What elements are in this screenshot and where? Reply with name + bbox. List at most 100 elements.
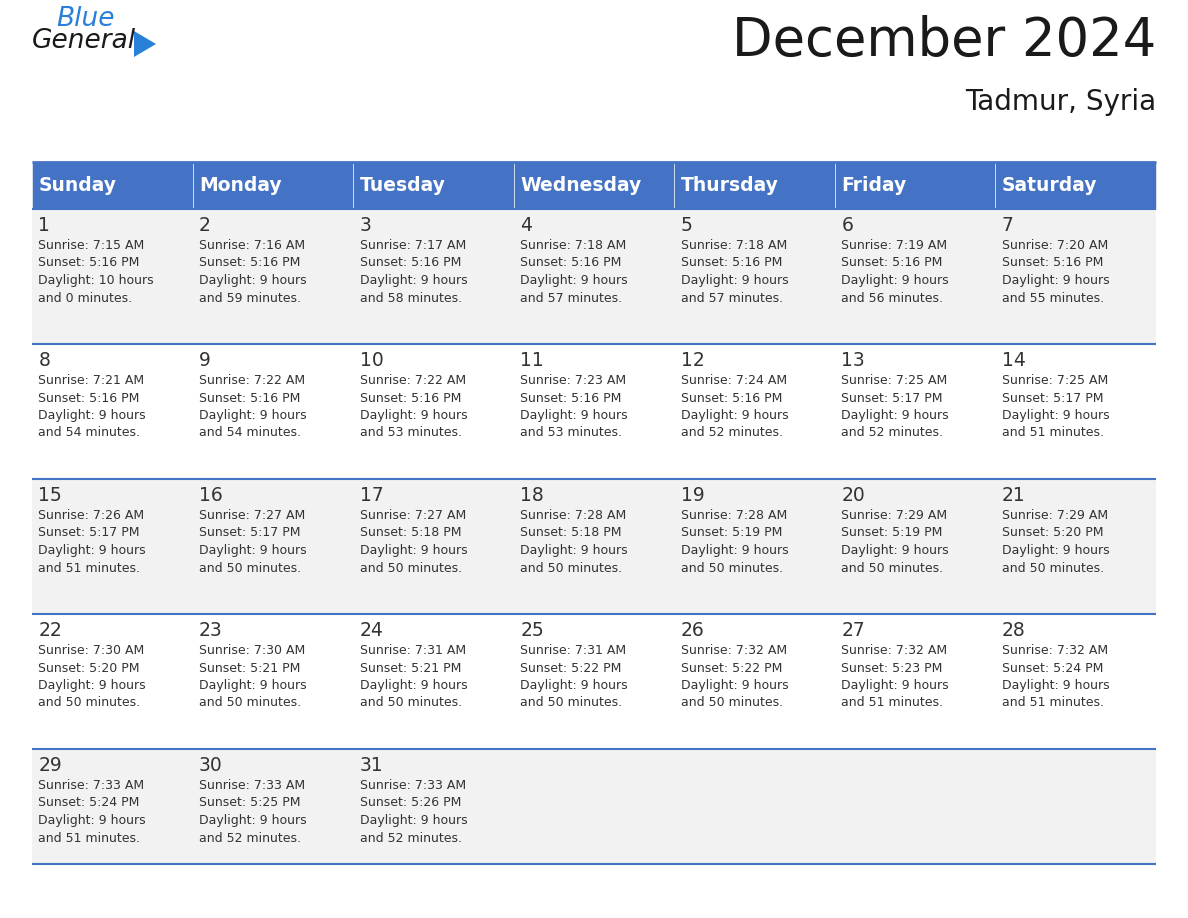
Bar xyxy=(513,479,675,614)
Text: Daylight: 9 hours: Daylight: 9 hours xyxy=(200,679,307,692)
Text: Sunset: 5:17 PM: Sunset: 5:17 PM xyxy=(38,527,140,540)
Text: Sunset: 5:18 PM: Sunset: 5:18 PM xyxy=(520,527,621,540)
Bar xyxy=(192,614,353,749)
Text: Sunrise: 7:30 AM: Sunrise: 7:30 AM xyxy=(38,644,145,657)
Text: Sunrise: 7:22 AM: Sunrise: 7:22 AM xyxy=(200,374,305,387)
Text: Sunrise: 7:18 AM: Sunrise: 7:18 AM xyxy=(681,239,786,252)
Bar xyxy=(192,749,353,864)
Text: Sunrise: 7:25 AM: Sunrise: 7:25 AM xyxy=(1001,374,1108,387)
Text: Sunset: 5:19 PM: Sunset: 5:19 PM xyxy=(681,527,782,540)
Text: and 50 minutes.: and 50 minutes. xyxy=(841,562,943,575)
Text: Sunset: 5:23 PM: Sunset: 5:23 PM xyxy=(841,662,942,675)
Text: and 51 minutes.: and 51 minutes. xyxy=(1001,427,1104,440)
Text: Daylight: 9 hours: Daylight: 9 hours xyxy=(841,544,949,557)
Bar xyxy=(513,162,675,209)
Text: Daylight: 9 hours: Daylight: 9 hours xyxy=(1001,409,1110,422)
Text: Daylight: 9 hours: Daylight: 9 hours xyxy=(200,544,307,557)
Bar xyxy=(32,344,192,479)
Polygon shape xyxy=(134,31,156,57)
Text: Sunrise: 7:22 AM: Sunrise: 7:22 AM xyxy=(360,374,466,387)
Text: Sunrise: 7:26 AM: Sunrise: 7:26 AM xyxy=(38,509,145,522)
Bar xyxy=(353,162,513,209)
Text: Daylight: 9 hours: Daylight: 9 hours xyxy=(38,679,146,692)
Text: and 54 minutes.: and 54 minutes. xyxy=(200,427,301,440)
Text: Daylight: 9 hours: Daylight: 9 hours xyxy=(360,544,467,557)
Bar xyxy=(353,749,513,864)
Text: Sunset: 5:16 PM: Sunset: 5:16 PM xyxy=(38,256,140,270)
Text: 6: 6 xyxy=(841,216,853,235)
Bar xyxy=(32,614,192,749)
Text: 12: 12 xyxy=(681,351,704,370)
Text: and 50 minutes.: and 50 minutes. xyxy=(1001,562,1104,575)
Text: 9: 9 xyxy=(200,351,210,370)
Text: Sunrise: 7:32 AM: Sunrise: 7:32 AM xyxy=(841,644,947,657)
Text: 22: 22 xyxy=(38,621,62,640)
Text: 14: 14 xyxy=(1001,351,1025,370)
Text: and 50 minutes.: and 50 minutes. xyxy=(520,697,623,710)
Text: and 50 minutes.: and 50 minutes. xyxy=(38,697,140,710)
Text: 29: 29 xyxy=(38,756,62,775)
Bar xyxy=(675,614,835,749)
Bar xyxy=(675,749,835,864)
Text: Sunrise: 7:17 AM: Sunrise: 7:17 AM xyxy=(360,239,466,252)
Bar xyxy=(192,479,353,614)
Text: Sunset: 5:16 PM: Sunset: 5:16 PM xyxy=(520,256,621,270)
Text: Daylight: 9 hours: Daylight: 9 hours xyxy=(681,274,789,287)
Bar xyxy=(513,344,675,479)
Text: and 54 minutes.: and 54 minutes. xyxy=(38,427,140,440)
Text: Daylight: 9 hours: Daylight: 9 hours xyxy=(841,274,949,287)
Text: Sunrise: 7:19 AM: Sunrise: 7:19 AM xyxy=(841,239,947,252)
Text: Sunrise: 7:31 AM: Sunrise: 7:31 AM xyxy=(520,644,626,657)
Text: 10: 10 xyxy=(360,351,384,370)
Text: Sunset: 5:21 PM: Sunset: 5:21 PM xyxy=(200,662,301,675)
Text: 18: 18 xyxy=(520,486,544,505)
Text: Sunset: 5:22 PM: Sunset: 5:22 PM xyxy=(520,662,621,675)
Text: Sunset: 5:17 PM: Sunset: 5:17 PM xyxy=(200,527,301,540)
Text: Tadmur, Syria: Tadmur, Syria xyxy=(965,88,1156,116)
Text: Sunset: 5:24 PM: Sunset: 5:24 PM xyxy=(38,797,140,810)
Text: Daylight: 9 hours: Daylight: 9 hours xyxy=(520,679,627,692)
Text: Sunrise: 7:33 AM: Sunrise: 7:33 AM xyxy=(38,779,145,792)
Text: Sunrise: 7:16 AM: Sunrise: 7:16 AM xyxy=(200,239,305,252)
Bar xyxy=(996,749,1156,864)
Text: Sunrise: 7:27 AM: Sunrise: 7:27 AM xyxy=(360,509,466,522)
Text: and 52 minutes.: and 52 minutes. xyxy=(841,427,943,440)
Text: and 51 minutes.: and 51 minutes. xyxy=(1001,697,1104,710)
Text: Sunday: Sunday xyxy=(38,176,116,195)
Text: Sunrise: 7:29 AM: Sunrise: 7:29 AM xyxy=(841,509,947,522)
Text: Sunset: 5:16 PM: Sunset: 5:16 PM xyxy=(200,391,301,405)
Text: Daylight: 9 hours: Daylight: 9 hours xyxy=(38,544,146,557)
Text: 17: 17 xyxy=(360,486,384,505)
Text: Daylight: 10 hours: Daylight: 10 hours xyxy=(38,274,154,287)
Bar xyxy=(835,162,996,209)
Text: Sunrise: 7:24 AM: Sunrise: 7:24 AM xyxy=(681,374,786,387)
Text: Sunrise: 7:32 AM: Sunrise: 7:32 AM xyxy=(1001,644,1108,657)
Text: Daylight: 9 hours: Daylight: 9 hours xyxy=(200,274,307,287)
Bar xyxy=(32,162,192,209)
Text: Monday: Monday xyxy=(200,176,282,195)
Text: Daylight: 9 hours: Daylight: 9 hours xyxy=(520,409,627,422)
Text: and 53 minutes.: and 53 minutes. xyxy=(520,427,623,440)
Bar xyxy=(996,162,1156,209)
Text: Sunset: 5:18 PM: Sunset: 5:18 PM xyxy=(360,527,461,540)
Text: Blue: Blue xyxy=(56,6,114,32)
Text: Tuesday: Tuesday xyxy=(360,176,446,195)
Text: Sunrise: 7:15 AM: Sunrise: 7:15 AM xyxy=(38,239,145,252)
Text: Sunset: 5:16 PM: Sunset: 5:16 PM xyxy=(200,256,301,270)
Text: Daylight: 9 hours: Daylight: 9 hours xyxy=(38,409,146,422)
Text: December 2024: December 2024 xyxy=(732,15,1156,67)
Text: and 58 minutes.: and 58 minutes. xyxy=(360,292,462,305)
Text: 30: 30 xyxy=(200,756,222,775)
Text: Daylight: 9 hours: Daylight: 9 hours xyxy=(681,409,789,422)
Bar xyxy=(353,344,513,479)
Text: Daylight: 9 hours: Daylight: 9 hours xyxy=(38,814,146,827)
Text: 24: 24 xyxy=(360,621,384,640)
Text: Daylight: 9 hours: Daylight: 9 hours xyxy=(1001,274,1110,287)
Bar xyxy=(513,749,675,864)
Bar xyxy=(835,614,996,749)
Text: and 56 minutes.: and 56 minutes. xyxy=(841,292,943,305)
Text: Sunset: 5:16 PM: Sunset: 5:16 PM xyxy=(360,391,461,405)
Bar xyxy=(675,209,835,344)
Text: Wednesday: Wednesday xyxy=(520,176,642,195)
Text: Sunrise: 7:30 AM: Sunrise: 7:30 AM xyxy=(200,644,305,657)
